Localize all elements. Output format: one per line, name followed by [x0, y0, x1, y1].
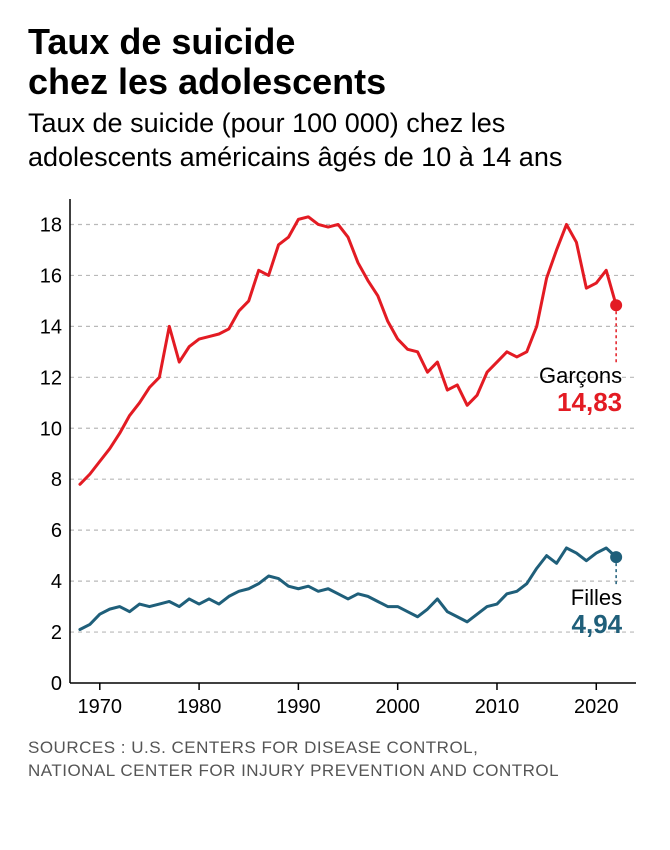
y-tick-label: 0 [51, 673, 62, 695]
y-tick-label: 18 [40, 214, 62, 236]
x-tick-label: 2010 [475, 696, 520, 718]
x-tick-label: 1980 [177, 696, 222, 718]
y-tick-label: 12 [40, 367, 62, 389]
y-tick-label: 4 [51, 571, 62, 593]
x-tick-label: 1970 [78, 696, 123, 718]
x-tick-label: 2020 [574, 696, 619, 718]
series-line-boys [80, 217, 616, 484]
endpoint-marker-girls [610, 551, 622, 563]
chart-subtitle: Taux de suicide (pour 100 000) chez les … [28, 107, 642, 175]
sources-caption: SOURCES : U.S. CENTERS FOR DISEASE CONTR… [28, 737, 642, 783]
endpoint-marker-boys [610, 299, 622, 311]
y-tick-label: 10 [40, 418, 62, 440]
y-tick-label: 6 [51, 520, 62, 542]
sources-line1: SOURCES : U.S. CENTERS FOR DISEASE CONTR… [28, 738, 478, 757]
series-label-girls: Filles [571, 585, 622, 610]
x-tick-label: 1990 [276, 696, 321, 718]
sources-line2: NATIONAL CENTER FOR INJURY PREVENTION AN… [28, 761, 559, 780]
chart-area: 0 2 4 6 8 10 12 14 16 18 1970 1980 1990 2000 2010 2020 G… [28, 193, 640, 723]
chart-title: Taux de suicide chez les adolescents [28, 22, 642, 101]
y-tick-label: 14 [40, 316, 62, 338]
series-value-girls: 4,94 [572, 609, 623, 639]
x-tick-label: 2000 [375, 696, 420, 718]
series-value-boys: 14,83 [557, 387, 622, 417]
title-line2: chez les adolescents [28, 61, 386, 102]
line-chart: 0 2 4 6 8 10 12 14 16 18 1970 1980 1990 2000 2010 2020 G… [28, 193, 640, 723]
y-tick-label: 2 [51, 622, 62, 644]
title-line1: Taux de suicide [28, 21, 295, 62]
y-tick-label: 16 [40, 265, 62, 287]
y-tick-label: 8 [51, 469, 62, 491]
series-label-boys: Garçons [539, 363, 622, 388]
series-line-girls [80, 548, 616, 630]
